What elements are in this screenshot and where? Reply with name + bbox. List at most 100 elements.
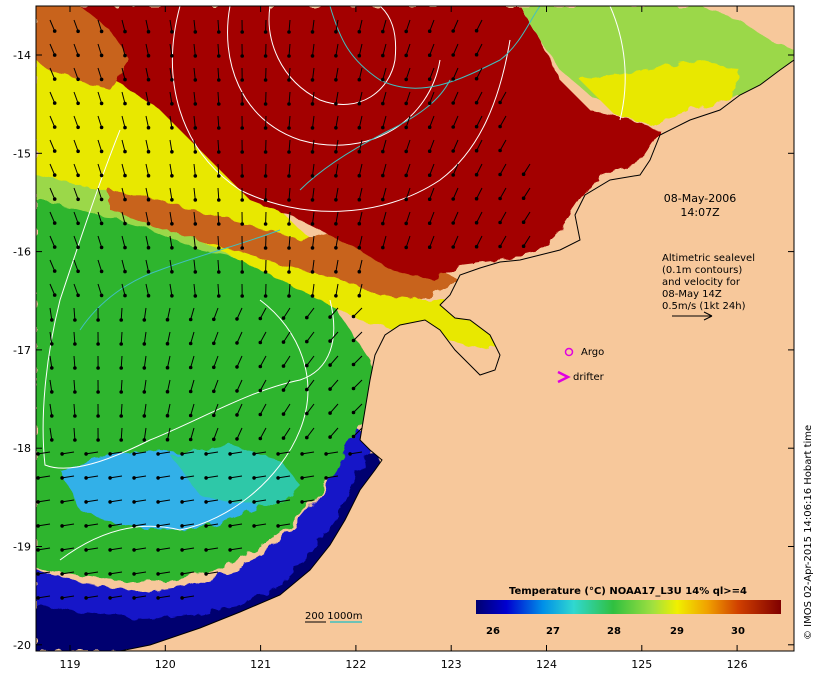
velocity-arrowhead-icon — [228, 452, 232, 456]
velocity-arrowhead-icon — [50, 414, 54, 418]
velocity-arrowhead-icon — [328, 411, 332, 415]
velocity-arrow-icon — [145, 211, 149, 224]
velocity-arrowhead-icon — [427, 197, 432, 201]
velocity-arrow-icon — [288, 283, 291, 297]
velocity-arrow-icon — [158, 451, 171, 455]
velocity-arrow-icon — [38, 595, 51, 599]
velocity-arrow-icon — [193, 43, 196, 56]
velocity-arrowhead-icon — [170, 198, 174, 202]
velocity-arrow-icon — [230, 499, 243, 503]
velocity-arrowhead-icon — [212, 437, 216, 442]
x-tick-label: 123 — [441, 658, 462, 671]
velocity-arrowhead-icon — [474, 52, 479, 57]
velocity-arrowhead-icon — [217, 222, 221, 226]
velocity-arrowhead-icon — [76, 173, 80, 178]
drifter-marker: drifter — [557, 370, 605, 384]
velocity-arrowhead-icon — [73, 366, 77, 370]
velocity-arrow-icon — [62, 523, 75, 527]
velocity-arrowhead-icon — [287, 78, 291, 82]
velocity-arrow-icon — [206, 451, 219, 455]
velocity-arrowhead-icon — [351, 410, 356, 415]
drifter-chevron-icon — [557, 370, 571, 384]
velocity-arrowhead-icon — [188, 341, 193, 346]
velocity-arrowhead-icon — [193, 222, 198, 226]
velocity-arrow-icon — [145, 43, 149, 56]
velocity-arrow-icon — [193, 163, 196, 176]
velocity-arrow-icon — [405, 43, 411, 56]
velocity-arrow-icon — [110, 475, 123, 479]
velocity-arrow-icon — [193, 187, 196, 200]
velocity-arrowhead-icon — [170, 270, 174, 274]
velocity-arrow-icon — [49, 19, 56, 32]
velocity-arrowhead-icon — [310, 270, 315, 274]
velocity-arrowhead-icon — [146, 293, 151, 298]
velocity-arrow-icon — [312, 139, 315, 152]
velocity-arrow-icon — [73, 187, 79, 200]
velocity-arrow-icon — [259, 331, 267, 343]
velocity-arrowhead-icon — [119, 342, 123, 346]
velocity-arrow-icon — [86, 547, 99, 551]
velocity-arrow-icon — [110, 547, 123, 551]
velocity-arrowhead-icon — [300, 476, 304, 480]
velocity-arrow-icon — [134, 523, 147, 527]
velocity-arrow-icon — [288, 115, 291, 129]
velocity-arrow-icon — [405, 67, 411, 80]
velocity-arrowhead-icon — [146, 173, 151, 178]
velocity-arrow-icon — [312, 235, 315, 248]
velocity-arrowhead-icon — [36, 524, 40, 528]
velocity-arrow-icon — [405, 211, 411, 224]
velocity-arrow-icon — [73, 259, 79, 272]
velocity-arrow-icon — [97, 283, 103, 296]
velocity-arrow-icon — [499, 115, 507, 127]
velocity-arrowhead-icon — [52, 101, 57, 105]
velocity-arrow-icon — [206, 499, 219, 503]
velocity-arrow-icon — [182, 499, 195, 503]
velocity-arrow-icon — [236, 355, 243, 368]
velocity-arrowhead-icon — [96, 414, 100, 418]
velocity-arrow-icon — [429, 115, 435, 128]
velocity-arrowhead-icon — [334, 294, 338, 298]
velocity-arrowhead-icon — [36, 548, 40, 552]
velocity-arrowhead-icon — [351, 386, 356, 391]
velocity-arrowhead-icon — [204, 452, 208, 456]
velocity-arrowhead-icon — [60, 548, 64, 552]
velocity-arrowhead-icon — [132, 476, 136, 480]
velocity-arrowhead-icon — [180, 524, 184, 528]
velocity-arrowhead-icon — [60, 572, 64, 576]
velocity-arrowhead-icon — [240, 102, 244, 106]
velocity-arrowhead-icon — [427, 29, 432, 34]
velocity-arrow-icon — [206, 571, 219, 575]
velocity-arrow-icon — [217, 187, 220, 201]
velocity-arrow-icon — [73, 283, 79, 296]
velocity-arrow-icon — [382, 19, 387, 32]
velocity-arrowhead-icon — [119, 414, 123, 418]
velocity-arrow-icon — [182, 451, 195, 455]
velocity-arrow-icon — [120, 379, 123, 393]
velocity-arrowhead-icon — [132, 500, 136, 504]
velocity-arrow-icon — [182, 475, 195, 479]
velocity-arrow-icon — [206, 547, 219, 551]
velocity-arrowhead-icon — [84, 596, 88, 600]
velocity-arrowhead-icon — [334, 174, 338, 178]
velocity-arrowhead-icon — [193, 54, 198, 58]
velocity-arrowhead-icon — [404, 197, 409, 202]
velocity-arrowhead-icon — [451, 101, 456, 105]
velocity-arrow-icon — [429, 139, 435, 152]
velocity-arrow-icon — [335, 283, 339, 296]
colorbar: Temperature (°C) NOAA17_L3U 14% ql>=4 26… — [476, 586, 781, 637]
velocity-arrow-icon — [499, 235, 507, 247]
velocity-arrow-icon — [283, 403, 291, 415]
velocity-arrowhead-icon — [217, 54, 221, 58]
velocity-arrow-icon — [73, 163, 79, 176]
velocity-arrow-icon — [121, 283, 126, 296]
velocity-arrow-icon — [429, 235, 435, 248]
velocity-arrowhead-icon — [258, 436, 263, 441]
velocity-arrow-icon — [169, 187, 173, 200]
velocity-arrowhead-icon — [99, 149, 104, 154]
velocity-arrowhead-icon — [474, 172, 479, 177]
velocity-arrowhead-icon — [50, 318, 54, 322]
velocity-arrowhead-icon — [381, 221, 385, 226]
velocity-arrowhead-icon — [235, 365, 239, 369]
velocity-arrowhead-icon — [451, 197, 456, 201]
velocity-arrowhead-icon — [204, 524, 208, 528]
